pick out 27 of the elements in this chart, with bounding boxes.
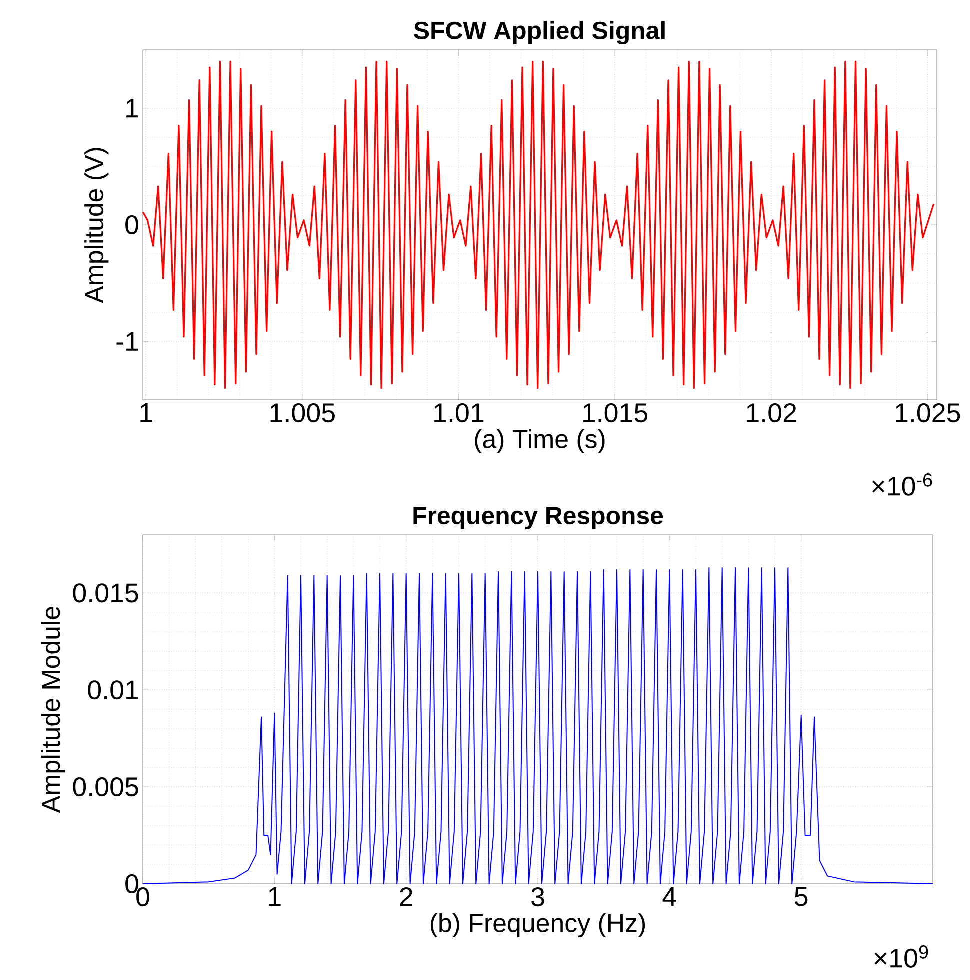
y-axis-title: Amplitude Module [41, 607, 66, 814]
x-tick-label: 1.02 [747, 404, 796, 423]
text: ×10$^{9}$ [874, 946, 928, 968]
x-axis-title: (a) Time (s) [475, 429, 605, 454]
x-tick-label: 5 [794, 888, 808, 906]
y-tick-label: 0 [126, 215, 138, 235]
x-tick-label: 1.005 [270, 404, 335, 423]
line-series [142, 60, 935, 390]
y-tick-label: 0.015 [73, 584, 138, 603]
x-axis-title: (b) Frequency (Hz) [430, 913, 646, 938]
y-tick-label: 1 [126, 99, 138, 118]
chart-title: SFCW Applied Signal [414, 21, 665, 45]
y-axis-title: Amplitude (V) [84, 148, 109, 304]
x-tick-label: 1 [140, 404, 152, 422]
x-tick-label: 1 [269, 888, 281, 906]
x-tick-label: 1.015 [583, 404, 648, 423]
x-tick-label: 1.025 [896, 404, 960, 423]
x-tick-label: 2 [400, 888, 412, 906]
x-tick-label: 3 [532, 888, 544, 907]
y-tick-label: 0.005 [73, 778, 138, 797]
text: ×10$^{-6}$ [872, 474, 932, 496]
x-tick-label: 1.01 [434, 404, 484, 423]
y-tick-label: 0 [126, 874, 138, 894]
y-tick-label: 0.01 [88, 680, 138, 700]
x-tick-label: 4 [662, 888, 676, 906]
chart-title: Frequency Response [414, 507, 664, 530]
y-tick-label: -1 [116, 332, 138, 351]
